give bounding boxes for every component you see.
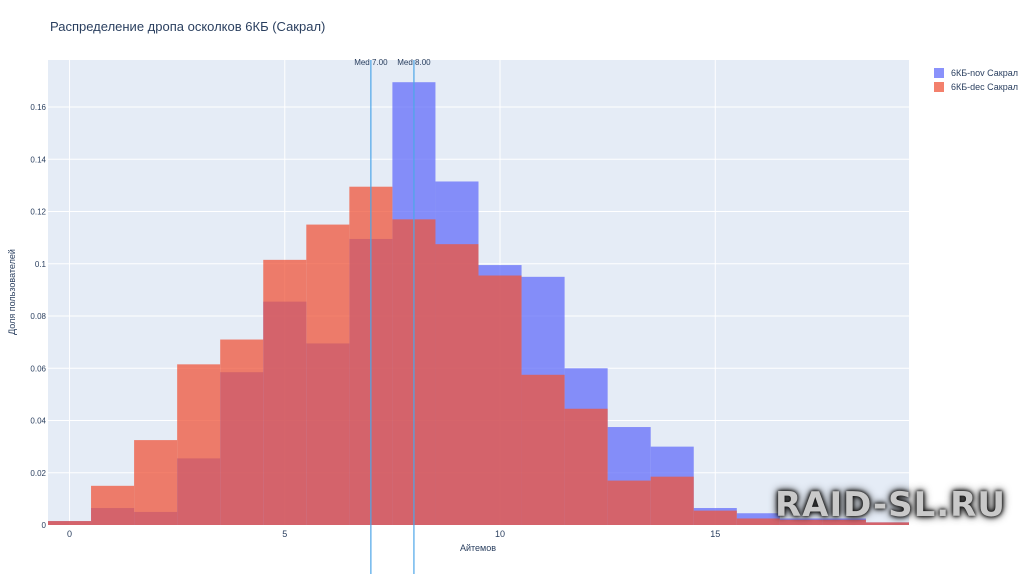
bar-series-1 <box>822 519 866 525</box>
axis-labels: 0 0.02 0.04 0.06 0.08 0.1 0.12 0.14 0.16 0 5 10 15 <box>30 103 720 539</box>
bar-series-1 <box>91 485 135 525</box>
legend-item-nov[interactable]: 6КБ-nov Сакрал <box>934 66 1018 79</box>
bar-series-1 <box>736 518 780 525</box>
y-tick-label: 0.1 <box>35 260 47 269</box>
bar-series-1 <box>177 364 221 525</box>
legend-swatch-nov <box>934 67 944 78</box>
y-axis-title: Доля пользователей <box>7 249 17 335</box>
median-label: Med 8.00 <box>397 58 431 67</box>
chart-title: Распределение дропа осколков 6КБ (Сакрал… <box>50 19 326 34</box>
bar-series-1 <box>220 339 264 525</box>
legend-label-dec: 6КБ-dec Сакрал <box>951 81 1018 92</box>
bar-series-1 <box>564 408 608 525</box>
bar-series-1 <box>607 480 651 525</box>
bar-series-1 <box>521 374 565 525</box>
y-tick-label: 0.04 <box>30 417 46 426</box>
y-tick-label: 0.02 <box>30 469 46 478</box>
x-axis-title: Айтемов <box>460 543 496 553</box>
bars <box>48 82 909 526</box>
legend-label-nov: 6КБ-nov Сакрал <box>951 67 1018 78</box>
bar-series-1 <box>779 519 823 525</box>
bar-series-1 <box>650 476 694 525</box>
median-lines: Med 7.00 Med 8.00 <box>354 58 431 574</box>
legend-swatch-dec <box>934 81 944 92</box>
legend: 6КБ-nov Сакрал 6КБ-dec Сакрал <box>934 66 1018 94</box>
x-tick-label: 15 <box>710 529 720 539</box>
y-tick-label: 0 <box>42 521 47 530</box>
bar-series-1 <box>134 440 178 525</box>
bar-series-1 <box>263 259 307 525</box>
y-tick-label: 0.16 <box>30 103 46 112</box>
bar-series-1 <box>478 275 522 525</box>
bar-series-1 <box>865 522 909 525</box>
bar-series-1 <box>48 521 92 525</box>
x-tick-label: 0 <box>67 529 72 539</box>
y-tick-label: 0.06 <box>30 364 46 373</box>
y-tick-label: 0.08 <box>30 312 46 321</box>
x-tick-label: 10 <box>495 529 505 539</box>
x-tick-label: 5 <box>282 529 287 539</box>
legend-item-dec[interactable]: 6КБ-dec Сакрал <box>934 80 1018 93</box>
watermark: RAID-SL.RU <box>775 485 1006 525</box>
bar-series-1 <box>435 244 479 526</box>
y-tick-label: 0.14 <box>30 155 46 164</box>
median-label: Med 7.00 <box>354 58 388 67</box>
y-tick-label: 0.12 <box>30 208 46 217</box>
bar-series-1 <box>693 510 737 525</box>
bar-series-1 <box>306 224 350 525</box>
